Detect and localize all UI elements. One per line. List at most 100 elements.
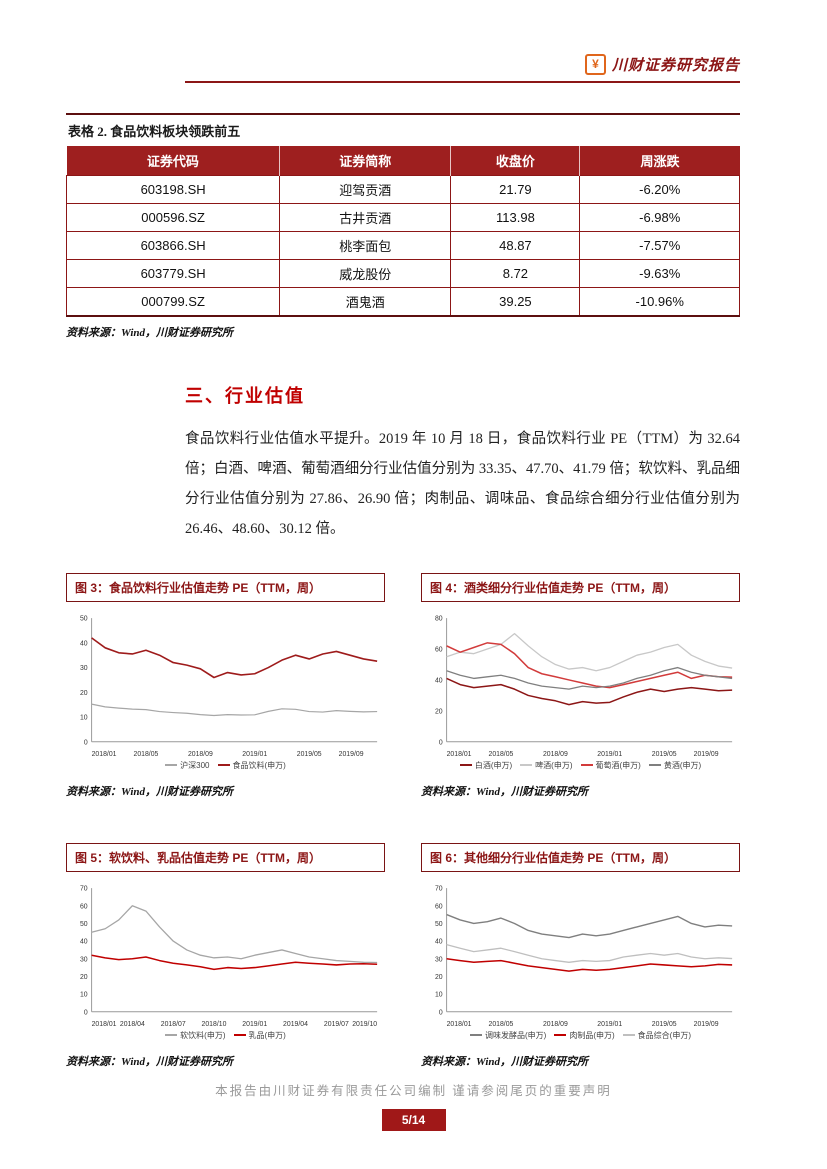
table-cell: -7.57% xyxy=(579,231,740,260)
svg-text:20: 20 xyxy=(435,708,443,715)
figure-6-legend: 调味发酵品(申万) 肉制品(申万) 食品综合(申万) xyxy=(421,1030,740,1041)
table-cell: 威龙股份 xyxy=(279,259,452,288)
figure-4-chart: 0 20 40 60 80 2018/01 2018/05 2018/09 2019/01 201… xyxy=(435,615,733,758)
svg-text:2019/09: 2019/09 xyxy=(694,750,719,757)
svg-text:10: 10 xyxy=(435,991,443,998)
figure-6-title: 图 6：其他细分行业估值走势 PE（TTM，周） xyxy=(421,842,740,872)
table-cell: 8.72 xyxy=(450,259,581,288)
figure-5: 图 5：软饮料、乳品估值走势 PE（TTM，周） 0 10 20 30 40 50 60 70… xyxy=(66,842,385,1069)
figure-6-chart: 0 10 20 30 40 50 60 70 2018/01 2018/05 2018/09 2019… xyxy=(435,885,733,1028)
svg-text:40: 40 xyxy=(435,938,443,945)
figure-5-title: 图 5：软饮料、乳品估值走势 PE（TTM，周） xyxy=(66,842,385,872)
svg-text:50: 50 xyxy=(435,921,443,928)
table-cell: 603866.SH xyxy=(65,231,281,260)
figure-3: 图 3：食品饮料行业估值走势 PE（TTM，周） 0 10 20 30 40 50 2018… xyxy=(66,572,385,799)
legend-label: 白酒(申万) xyxy=(474,760,513,770)
table-row: 000799.SZ 酒鬼酒 39.25 -10.96% xyxy=(65,287,740,317)
legend-item: 葡萄酒(申万) xyxy=(580,760,641,771)
legend-label: 调味发酵品(申万) xyxy=(485,1030,547,1040)
svg-text:2018/05: 2018/05 xyxy=(489,1020,514,1027)
table-header-cell: 周涨跌 xyxy=(579,146,740,176)
svg-text:0: 0 xyxy=(84,1009,88,1016)
legend-item: 调味发酵品(申万) xyxy=(470,1030,546,1041)
svg-text:2018/10: 2018/10 xyxy=(202,1020,227,1027)
svg-text:0: 0 xyxy=(439,1009,443,1016)
table-cell: 迎驾贡酒 xyxy=(279,175,452,204)
svg-text:2019/05: 2019/05 xyxy=(652,750,677,757)
svg-text:60: 60 xyxy=(435,903,443,910)
table-row: 603779.SH 威龙股份 8.72 -9.63% xyxy=(65,259,740,288)
svg-text:2018/04: 2018/04 xyxy=(120,1020,145,1027)
table-title: 表格 2. 食品饮料板块领跌前五 xyxy=(68,124,241,139)
decliners-table: 证券代码 证券简称 收盘价 周涨跌 603198.SH 迎驾贡酒 21.79 -6.20% 0… xyxy=(65,146,740,317)
svg-text:50: 50 xyxy=(80,615,88,622)
svg-text:40: 40 xyxy=(435,677,443,684)
svg-text:30: 30 xyxy=(80,665,88,672)
table-cell: 000596.SZ xyxy=(65,203,281,232)
legend-line-swatch-icon xyxy=(233,1034,246,1037)
table-row: 603198.SH 迎驾贡酒 21.79 -6.20% xyxy=(65,175,740,204)
svg-text:10: 10 xyxy=(80,714,88,721)
figure-5-chart: 0 10 20 30 40 50 60 70 2018/01 2018/04 2018/07 2018… xyxy=(80,885,377,1027)
decliners-table-section: 表格 2. 食品饮料板块领跌前五 证券代码 证券简称 收盘价 周涨跌 603198.S… xyxy=(65,113,740,340)
figures-grid: 图 3：食品饮料行业估值走势 PE（TTM，周） 0 10 20 30 40 50 2018… xyxy=(66,572,740,1069)
table-cell: 603779.SH xyxy=(65,259,281,288)
svg-text:2019/01: 2019/01 xyxy=(242,750,267,757)
svg-text:2018/09: 2018/09 xyxy=(543,750,568,757)
svg-text:0: 0 xyxy=(439,739,443,746)
figure-4-legend: 白酒(申万) 啤酒(申万) 葡萄酒(申万) 黄酒(申万) xyxy=(421,760,740,771)
svg-text:2018/01: 2018/01 xyxy=(92,1020,117,1027)
table-cell: 113.98 xyxy=(450,203,581,232)
legend-line-swatch-icon xyxy=(520,764,533,767)
figure-4-source: 资料来源：Wind，川财证券研究所 xyxy=(421,785,589,798)
table-cell: 000799.SZ xyxy=(65,287,281,317)
legend-label: 食品饮料(申万) xyxy=(232,760,286,770)
svg-text:20: 20 xyxy=(80,973,88,980)
svg-text:2019/04: 2019/04 xyxy=(283,1020,308,1027)
svg-text:40: 40 xyxy=(80,640,88,647)
page-header: ¥ 川财证券研究报告 xyxy=(0,0,827,83)
page-footer: 本报告由川财证券有限责任公司编制 谨请参阅尾页的重要声明 5/14 xyxy=(0,1080,827,1131)
svg-text:2019/01: 2019/01 xyxy=(242,1020,267,1027)
table-cell: -6.20% xyxy=(579,175,740,204)
svg-text:2019/07: 2019/07 xyxy=(324,1020,349,1027)
svg-text:2019/01: 2019/01 xyxy=(597,750,622,757)
svg-text:0: 0 xyxy=(84,739,88,746)
table-source: 资料来源：Wind，川财证券研究所 xyxy=(66,327,234,339)
svg-text:2018/09: 2018/09 xyxy=(188,750,213,757)
svg-text:2019/09: 2019/09 xyxy=(694,1020,719,1027)
legend-item: 乳品(申万) xyxy=(233,1030,286,1041)
legend-label: 葡萄酒(申万) xyxy=(595,760,641,770)
legend-line-swatch-icon xyxy=(459,764,472,767)
legend-label: 软饮料(申万) xyxy=(180,1030,226,1040)
table-cell: 酒鬼酒 xyxy=(279,287,452,317)
legend-item: 食品饮料(申万) xyxy=(217,760,286,771)
legend-item: 食品综合(申万) xyxy=(622,1030,691,1041)
header-divider xyxy=(185,81,740,83)
legend-item: 沪深300 xyxy=(165,760,210,771)
section-paragraph: 食品饮料行业估值水平提升。2019 年 10 月 18 日，食品饮料行业 PE（… xyxy=(185,431,740,538)
svg-text:2018/05: 2018/05 xyxy=(134,750,159,757)
table-cell: 古井贡酒 xyxy=(279,203,452,232)
brand-logo-icon: ¥ xyxy=(584,54,606,75)
section-heading: 三、行业估值 xyxy=(185,386,305,406)
svg-text:2019/09: 2019/09 xyxy=(339,750,364,757)
svg-text:60: 60 xyxy=(435,646,443,653)
table-cell: 603198.SH xyxy=(65,175,281,204)
table-cell: 48.87 xyxy=(450,231,581,260)
legend-label: 啤酒(申万) xyxy=(535,760,573,770)
legend-line-swatch-icon xyxy=(622,1034,635,1037)
legend-line-swatch-icon xyxy=(554,1034,567,1037)
legend-line-swatch-icon xyxy=(470,1034,482,1037)
legend-item: 白酒(申万) xyxy=(459,760,513,771)
legend-item: 啤酒(申万) xyxy=(520,760,573,771)
figure-3-title: 图 3：食品饮料行业估值走势 PE（TTM，周） xyxy=(66,572,385,602)
brand-row: ¥ 川财证券研究报告 xyxy=(66,54,740,75)
figure-5-source: 资料来源：Wind，川财证券研究所 xyxy=(66,1055,234,1068)
figure-5-legend: 软饮料(申万) 乳品(申万) xyxy=(66,1030,385,1041)
figure-4: 图 4：酒类细分行业估值走势 PE（TTM，周） 0 20 40 60 80 2018/0… xyxy=(421,572,740,799)
table-cell: -9.63% xyxy=(579,259,740,288)
legend-line-swatch-icon xyxy=(580,764,593,767)
svg-text:20: 20 xyxy=(80,689,88,696)
